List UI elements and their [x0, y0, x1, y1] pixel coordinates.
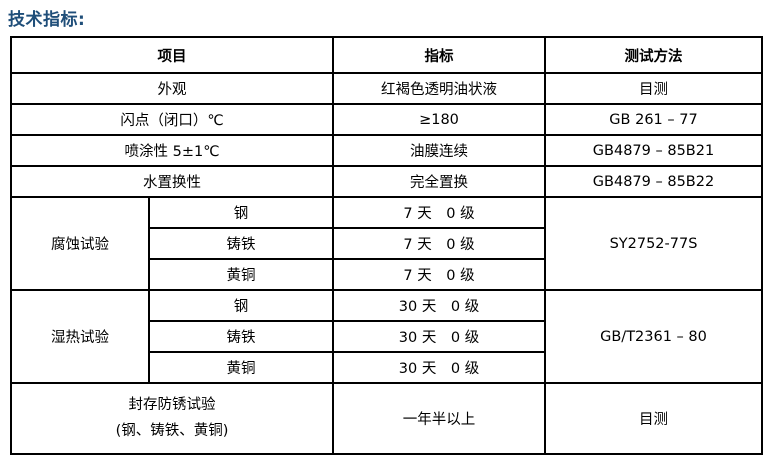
cell-value: 7 天 0 级	[332, 227, 546, 260]
table-row: 铸铁 7 天 0 级	[11, 227, 762, 260]
table-row: 外观 红褐色透明油状液 目测	[10, 72, 763, 105]
table-row: 封存防锈试验 (钢、铸铁、黄铜) 一年半以上 目测	[10, 382, 763, 455]
cell-value: 一年半以上	[332, 382, 546, 455]
cell-value: 7 天 0 级	[332, 196, 546, 229]
table-row: 铸铁 30 天 0 级	[11, 320, 762, 353]
table-row: 喷涂性 5±1℃ 油膜连续 GB4879 – 85B21	[10, 134, 763, 167]
cell-value: 红褐色透明油状液	[332, 72, 546, 105]
cell-method: GB4879 – 85B22	[544, 165, 763, 198]
cell-subitem: 铸铁	[148, 227, 334, 260]
header-value: 指标	[332, 36, 546, 74]
cell-item: 封存防锈试验 (钢、铸铁、黄铜)	[10, 382, 334, 455]
cell-subitem: 钢	[148, 289, 334, 322]
cell-method: SY2752-77S	[544, 196, 763, 291]
spec-table: 项目 指标 测试方法 外观 红褐色透明油状液 目测 闪点（闭口）℃ ≥180 G…	[10, 36, 763, 455]
table-row: 黄铜 30 天 0 级	[11, 351, 762, 384]
table-row: 腐蚀试验 钢 7 天 0 级 SY2752-77S	[10, 196, 763, 291]
page-title: 技术指标:	[8, 10, 86, 30]
cell-item: 喷涂性 5±1℃	[10, 134, 334, 167]
cell-value: 30 天 0 级	[332, 351, 546, 384]
cell-value: 7 天 0 级	[332, 258, 546, 291]
table-header-row: 项目 指标 测试方法	[10, 36, 763, 74]
cell-method: GB 261 – 77	[544, 103, 763, 136]
cell-method: 目测	[544, 72, 763, 105]
cell-method: GB/T2361 – 80	[544, 289, 763, 384]
table-row: 湿热试验 钢 30 天 0 级 GB/T2361 – 80	[10, 289, 763, 384]
cell-value: 30 天 0 级	[332, 320, 546, 353]
header-method: 测试方法	[544, 36, 763, 74]
cell-item: 水置换性	[10, 165, 334, 198]
cell-subitem: 钢	[148, 196, 334, 229]
cell-item: 闪点（闭口）℃	[10, 103, 334, 136]
cell-subitem: 黄铜	[148, 258, 334, 291]
cell-subitem: 黄铜	[148, 351, 334, 384]
cell-method: 目测	[544, 382, 763, 455]
table-row: 闪点（闭口）℃ ≥180 GB 261 – 77	[10, 103, 763, 136]
cell-group: 腐蚀试验	[10, 196, 150, 291]
cell-method: GB4879 – 85B21	[544, 134, 763, 167]
cell-value: 完全置换	[332, 165, 546, 198]
cell-value: 30 天 0 级	[332, 289, 546, 322]
table-row: 水置换性 完全置换 GB4879 – 85B22	[10, 165, 763, 198]
header-item: 项目	[10, 36, 334, 74]
cell-group: 湿热试验	[10, 289, 150, 384]
cell-value: 油膜连续	[332, 134, 546, 167]
table-row: 黄铜 7 天 0 级	[11, 258, 762, 291]
cell-value: ≥180	[332, 103, 546, 136]
cell-item: 外观	[10, 72, 334, 105]
cell-subitem: 铸铁	[148, 320, 334, 353]
